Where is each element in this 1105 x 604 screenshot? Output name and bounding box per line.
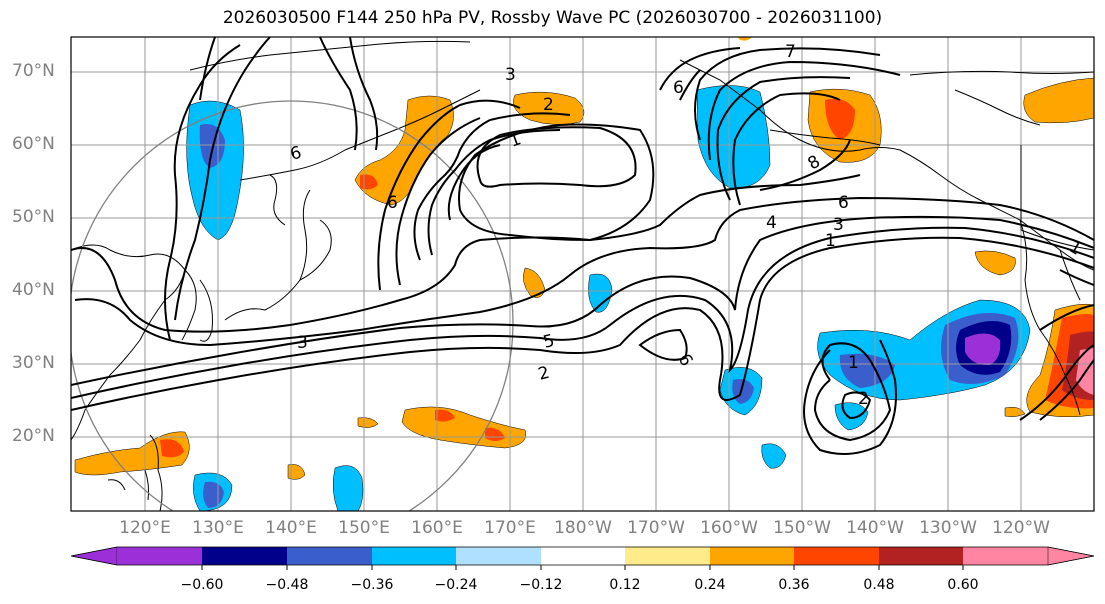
contour-label: 3: [833, 215, 844, 235]
lat-label-30n: 30°N: [12, 353, 55, 373]
colorbar-tick-label: 0.36: [778, 577, 810, 593]
contour-label: 6: [288, 143, 304, 165]
lon-label-150e: 150°E: [338, 518, 390, 538]
lat-label-40n: 40°N: [12, 280, 55, 300]
lat-label-60n: 60°N: [12, 134, 55, 154]
lon-label-180w: 180°W: [554, 518, 612, 538]
lon-label-140w: 140°W: [846, 518, 904, 538]
reference-circle: [71, 100, 514, 511]
colorbar-tick-label: 0.12: [609, 577, 641, 593]
colorbar: [70, 546, 1095, 570]
lon-label-140e: 140°E: [265, 518, 317, 538]
contour-label: 2: [543, 95, 554, 115]
lat-label-20n: 20°N: [12, 426, 55, 446]
colorbar-tick-label: 0.60: [947, 577, 979, 593]
positive-anomaly-shading: [74, 37, 1094, 480]
contour-label: 3: [297, 333, 308, 353]
contour-label: 4: [766, 213, 777, 233]
map-title: 2026030500 F144 250 hPa PV, Rossby Wave …: [222, 8, 883, 28]
lon-label-150w: 150°W: [773, 518, 831, 538]
contour-label: 6: [387, 193, 398, 213]
map-frame: [70, 36, 1095, 512]
contour-label: 1: [848, 353, 859, 373]
colorbar-tick-label: −0.12: [519, 577, 563, 593]
contour-label: 2: [536, 363, 552, 385]
colorbar-tick-label: −0.36: [350, 577, 394, 593]
contour-label: 7: [785, 42, 796, 62]
lon-label-130w: 130°W: [919, 518, 977, 538]
lat-label-50n: 50°N: [12, 207, 55, 227]
colorbar-tick-label: −0.48: [265, 577, 309, 593]
lon-label-130e: 130°E: [192, 518, 244, 538]
contour-label: 5: [541, 331, 557, 353]
lon-label-120w: 120°W: [992, 518, 1050, 538]
lat-label-70n: 70°N: [12, 61, 55, 81]
contour-label: 6: [673, 78, 684, 98]
colorbar-tick-label: −0.24: [434, 577, 478, 593]
lon-label-160e: 160°E: [411, 518, 463, 538]
colorbar-tick-label: 0.48: [863, 577, 895, 593]
contour-label: 3: [505, 65, 516, 85]
colorbar-tick-label: −0.60: [180, 577, 224, 593]
lon-label-160w: 160°W: [700, 518, 758, 538]
lon-label-170e: 170°E: [484, 518, 536, 538]
lon-label-120e: 120°E: [119, 518, 171, 538]
lon-label-170w: 170°W: [627, 518, 685, 538]
contour-label: 1: [825, 231, 836, 251]
colorbar-tick-label: 0.24: [694, 577, 726, 593]
negative-anomaly-shading: [186, 85, 1031, 511]
pv-contours: [71, 37, 1094, 455]
contour-label: 6: [838, 193, 849, 213]
contour-label: 2: [858, 389, 869, 409]
